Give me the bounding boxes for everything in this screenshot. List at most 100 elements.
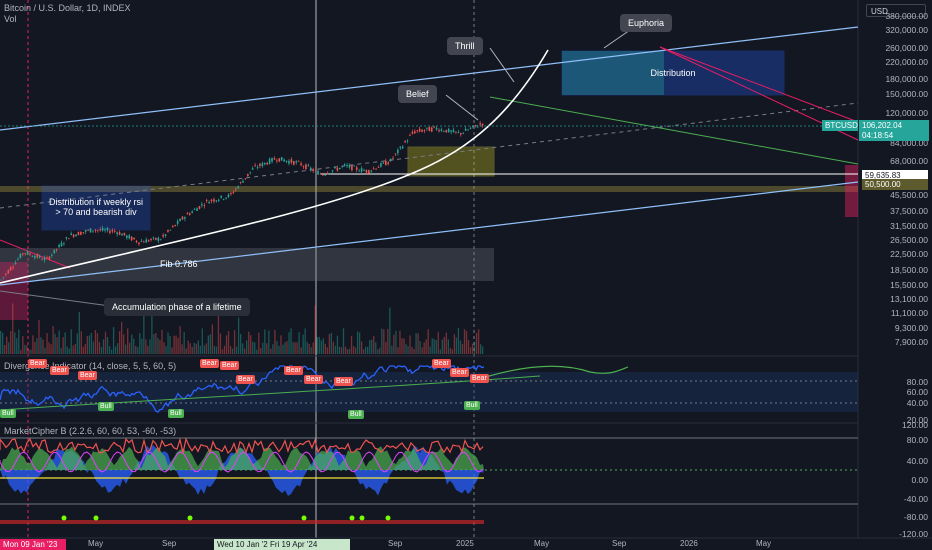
volume-bar — [108, 346, 111, 354]
volume-bar — [26, 345, 28, 354]
mcb-red-strip — [0, 520, 484, 524]
price-tick: 120,000.00 — [885, 108, 928, 119]
candle-body — [476, 126, 479, 128]
candle-body — [421, 129, 423, 132]
mcb-buy-dot — [385, 515, 391, 521]
candle-body — [193, 209, 196, 210]
volume-bars — [0, 303, 484, 354]
volume-bar — [78, 311, 80, 354]
volume-bar — [262, 342, 264, 354]
bear-label: Bear — [78, 371, 97, 380]
thrill-bubble[interactable]: Thrill — [447, 37, 483, 55]
mcb-tick: 80.00 — [906, 435, 928, 445]
candle-body — [457, 132, 460, 133]
candle-body — [467, 129, 469, 131]
candle-body — [302, 165, 305, 167]
volume-bar — [223, 345, 226, 354]
volume-bar — [417, 333, 419, 354]
candle-body — [135, 240, 138, 243]
time-tick: May — [756, 539, 772, 548]
volume-bar — [211, 324, 214, 354]
candle-body — [239, 182, 242, 183]
symbol-badge: BTCUSD — [822, 120, 858, 131]
candle-body — [126, 235, 128, 238]
mcb-tick: -80.00 — [903, 512, 928, 522]
volume-bar — [284, 342, 286, 354]
price-tick: 180,000.00 — [885, 73, 928, 84]
time-tick: Sep — [612, 539, 627, 548]
candle-body — [179, 219, 181, 222]
candle-body — [346, 165, 348, 167]
volume-bar — [391, 345, 393, 354]
volume-bar — [229, 346, 232, 354]
volume-bar — [387, 328, 389, 354]
volume-bar — [473, 341, 476, 354]
price-tick: 26,500.00 — [890, 235, 928, 246]
candle-body — [334, 167, 336, 169]
candle-body — [409, 135, 411, 137]
volume-bar — [139, 333, 141, 354]
candle-body — [99, 229, 102, 231]
candle-body — [365, 169, 368, 173]
candle-body — [213, 199, 215, 202]
volume-bar — [10, 330, 12, 354]
volume-bar — [114, 346, 117, 354]
belief-zone — [407, 146, 495, 177]
euphoria-pointer — [603, 29, 631, 49]
volume-bar — [308, 343, 310, 354]
candle-body — [290, 159, 293, 163]
volume-bar — [187, 340, 189, 354]
volume-bar — [332, 341, 335, 354]
candle-body — [285, 160, 288, 162]
volume-bar — [14, 332, 16, 354]
volume-bar — [34, 341, 36, 354]
volume-bar — [50, 344, 52, 354]
volume-bar — [310, 347, 312, 354]
volume-bar — [455, 337, 458, 354]
volume-bar — [266, 343, 268, 354]
accumulation-label[interactable]: Accumulation phase of a lifetime — [104, 298, 250, 316]
bull-label: Bull — [168, 409, 184, 418]
volume-bar — [44, 347, 46, 354]
currency-select[interactable]: USD — [866, 4, 926, 17]
volume-bar — [235, 346, 238, 354]
candle-body — [271, 157, 273, 162]
parabolic-curve — [0, 49, 549, 284]
euphoria-bubble[interactable]: Euphoria — [620, 14, 673, 32]
red-zone-left — [0, 262, 28, 320]
volume-bar — [371, 339, 373, 354]
candle-body — [322, 174, 324, 176]
volume-bar — [62, 337, 64, 354]
candle-body — [38, 255, 41, 258]
volume-bar — [90, 332, 93, 354]
price-tick: 11,100.00 — [890, 308, 928, 319]
candle-body — [133, 237, 135, 240]
candle-body — [101, 227, 104, 231]
volume-bar — [272, 344, 274, 354]
volume-bar — [92, 341, 95, 354]
candle-body — [97, 229, 99, 231]
volume-bar — [217, 305, 220, 354]
candle-body — [172, 226, 174, 227]
candle-body — [414, 131, 416, 134]
candle-body — [0, 279, 2, 281]
volume-bar — [42, 339, 44, 354]
volume-bar — [367, 346, 369, 354]
candle-body — [26, 251, 29, 255]
candle-body — [355, 167, 358, 170]
candle-body — [351, 165, 353, 171]
candle-body — [343, 164, 346, 165]
candle-body — [225, 197, 227, 199]
candle-body — [218, 199, 220, 201]
volume-bar — [409, 335, 411, 354]
volume-bar — [250, 335, 252, 354]
mcb-purple-line — [0, 451, 484, 473]
mcb-tick: -120.00 — [899, 529, 928, 539]
volume-bar — [379, 347, 381, 354]
mcb-green-wave — [0, 446, 484, 470]
candle-body — [317, 170, 319, 175]
belief-bubble[interactable]: Belief — [398, 85, 437, 103]
candle-body — [401, 146, 404, 149]
volume-bar — [477, 329, 480, 354]
